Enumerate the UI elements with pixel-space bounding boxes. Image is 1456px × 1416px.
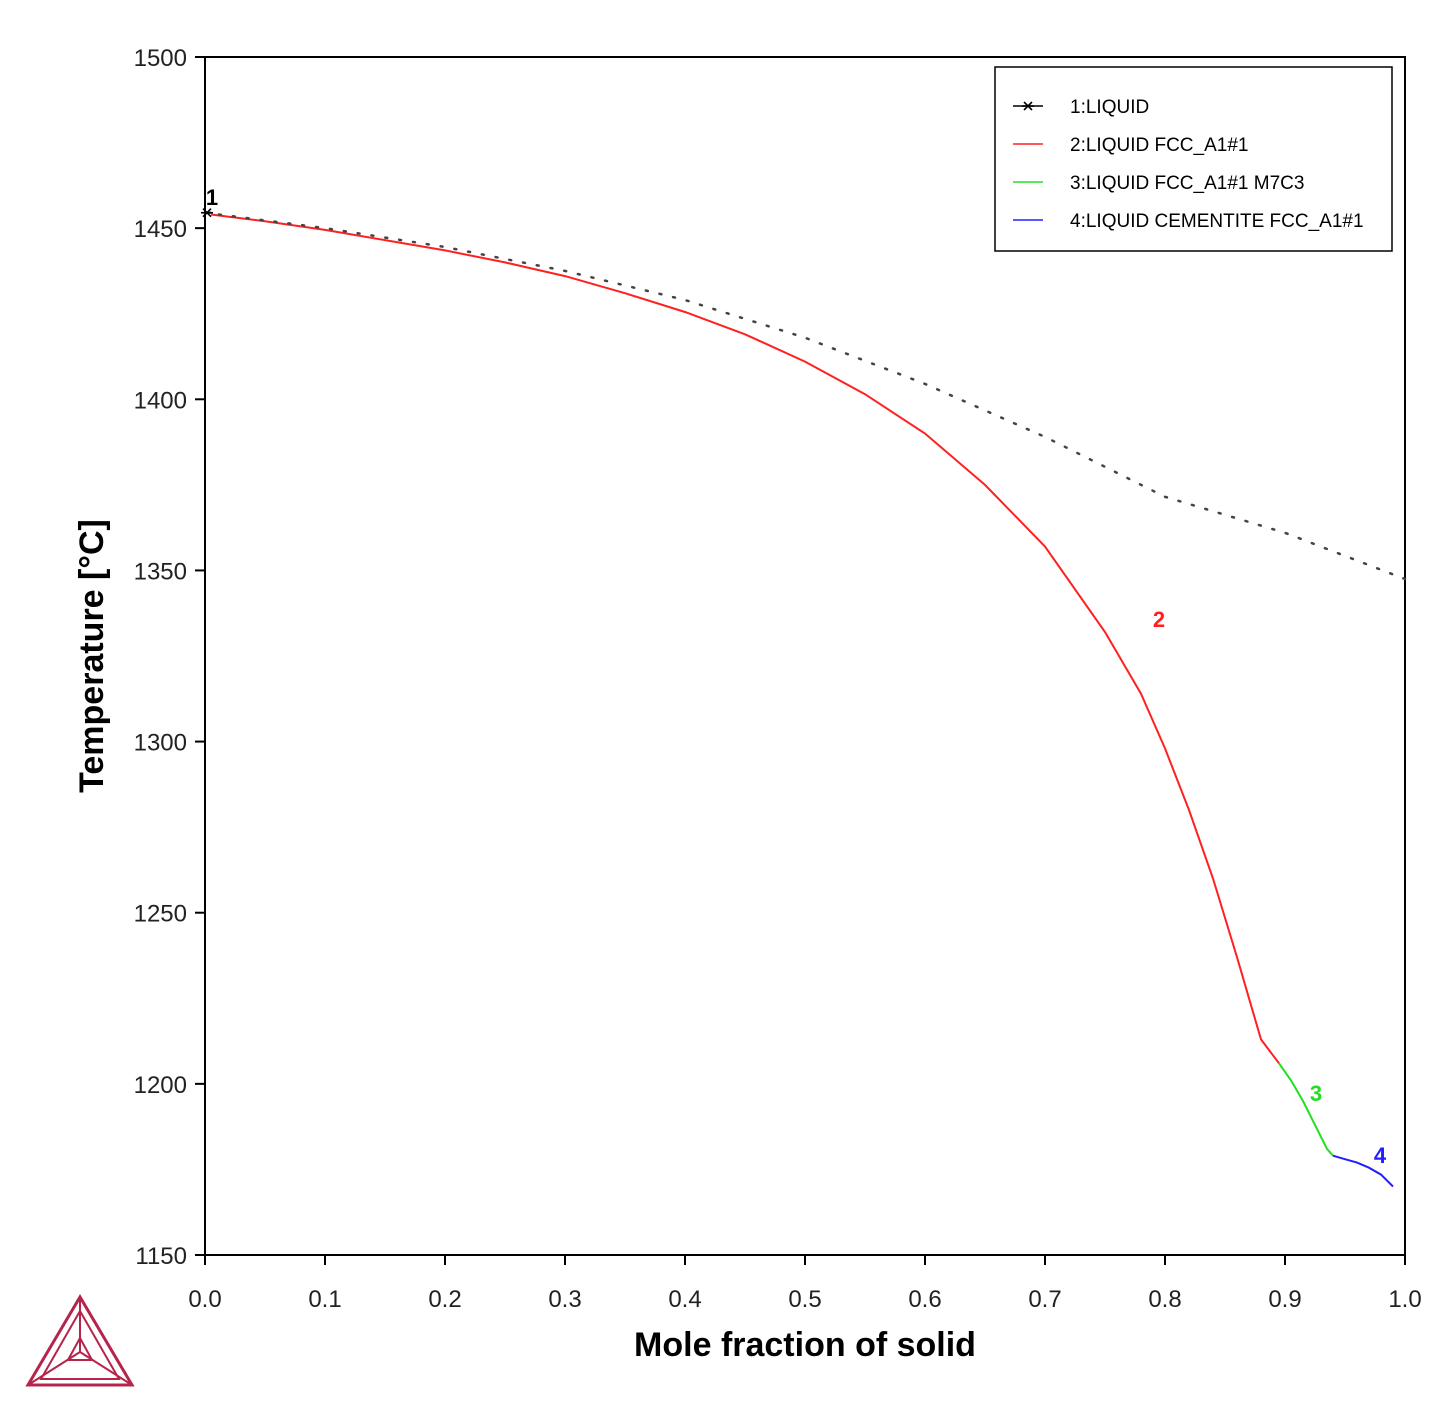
y-tick-label: 1250 — [134, 901, 187, 928]
curve-label-1: 1 — [206, 185, 218, 210]
y-tick-label: 1500 — [134, 45, 187, 72]
legend-entry: 4:LIQUID CEMENTITE FCC_A1#1 — [1070, 211, 1364, 232]
legend-box — [994, 66, 1393, 252]
marker-stroke — [202, 208, 212, 218]
curve-label-2: 2 — [1153, 607, 1165, 632]
x-tick-label: 0.7 — [1028, 1286, 1061, 1313]
curve-label-4: 4 — [1374, 1143, 1387, 1168]
x-tick-label: 0.9 — [1268, 1286, 1301, 1313]
x-tick-label: 0.8 — [1148, 1286, 1181, 1313]
x-tick-label: 0.5 — [788, 1286, 821, 1313]
y-tick-label: 1400 — [134, 387, 187, 414]
legend: 1:LIQUID 2:LIQUID FCC_A1#1 3:LIQUID FCC_A1… — [994, 66, 1393, 252]
logo-center-triangle — [66, 1335, 94, 1361]
curve-label-3: 3 — [1310, 1081, 1322, 1106]
x-tick-label: 0.0 — [188, 1286, 221, 1313]
series-1-marker — [201, 208, 213, 218]
plot-layer: 0.0 0.1 0.2 0.3 0.4 0.5 0.6 0.7 0.8 0.9 1.0 1150 120… — [73, 45, 1422, 1364]
x-tick-label: 0.2 — [428, 1286, 461, 1313]
y-tick-label: 1200 — [134, 1072, 187, 1099]
x-tick-label: 0.3 — [548, 1286, 581, 1313]
logo-outer-triangle — [25, 1294, 135, 1387]
y-tick-label: 1150 — [135, 1243, 187, 1270]
y-tick-label: 1450 — [134, 216, 187, 243]
logo-edge — [79, 1351, 133, 1386]
legend-marker — [1023, 101, 1033, 111]
x-tick-label: 0.4 — [668, 1286, 701, 1313]
y-axis-title: Temperature [°C] — [73, 519, 111, 793]
legend-entry: 1:LIQUID — [1070, 97, 1149, 118]
thermo-calc-logo-icon — [25, 1294, 135, 1387]
dotted-reference-line — [203, 211, 1407, 581]
series-line-4 — [1332, 1154, 1394, 1188]
series-line-2 — [210, 213, 1280, 1064]
x-tick-label: 1.0 — [1388, 1286, 1421, 1313]
x-tick-label: 0.1 — [308, 1286, 341, 1313]
logo-edge — [27, 1351, 81, 1386]
series-line-3 — [1278, 1062, 1334, 1157]
y-tick-label: 1350 — [134, 558, 187, 585]
legend-entry: 2:LIQUID FCC_A1#1 — [1070, 135, 1248, 156]
legend-entry: 3:LIQUID FCC_A1#1 M7C3 — [1070, 173, 1304, 194]
x-tick-label: 0.6 — [908, 1286, 941, 1313]
logo-inner-triangle — [39, 1308, 121, 1380]
y-tick-label: 1300 — [134, 730, 187, 757]
x-axis-title: Mole fraction of solid — [634, 1326, 976, 1364]
